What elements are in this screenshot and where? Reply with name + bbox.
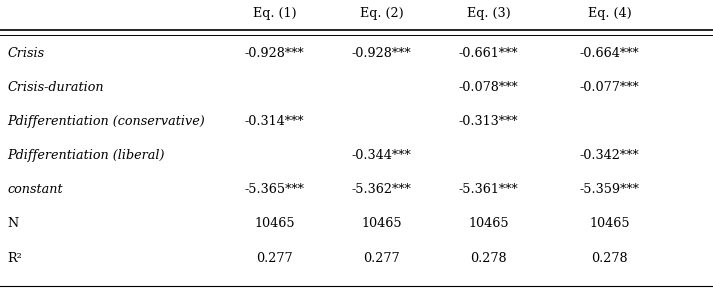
Text: 0.277: 0.277 [256,252,293,264]
Text: Crisis: Crisis [7,47,44,60]
Text: Eq. (3): Eq. (3) [466,7,511,19]
Text: 0.278: 0.278 [470,252,507,264]
Text: Eq. (4): Eq. (4) [588,7,632,19]
Text: -0.314***: -0.314*** [245,115,304,128]
Text: 10465: 10465 [590,218,630,230]
Text: -0.077***: -0.077*** [580,81,640,94]
Text: N: N [7,218,19,230]
Text: -0.664***: -0.664*** [580,47,640,60]
Text: -5.359***: -5.359*** [580,184,640,196]
Text: 10465: 10465 [468,218,508,230]
Text: Pdifferentiation (conservative): Pdifferentiation (conservative) [7,115,205,128]
Text: -5.361***: -5.361*** [458,184,518,196]
Text: -0.928***: -0.928*** [245,47,304,60]
Text: 0.278: 0.278 [591,252,628,264]
Text: Crisis-duration: Crisis-duration [7,81,104,94]
Text: -5.365***: -5.365*** [245,184,304,196]
Text: -0.344***: -0.344*** [352,149,411,162]
Text: -0.928***: -0.928*** [352,47,411,60]
Text: R²: R² [7,252,22,264]
Text: 10465: 10465 [361,218,401,230]
Text: Eq. (1): Eq. (1) [252,7,297,19]
Text: Eq. (2): Eq. (2) [359,7,404,19]
Text: Pdifferentiation (liberal): Pdifferentiation (liberal) [7,149,165,162]
Text: 0.277: 0.277 [363,252,400,264]
Text: -5.362***: -5.362*** [352,184,411,196]
Text: -0.313***: -0.313*** [458,115,518,128]
Text: -0.661***: -0.661*** [458,47,518,60]
Text: constant: constant [7,184,63,196]
Text: -0.342***: -0.342*** [580,149,640,162]
Text: 10465: 10465 [255,218,294,230]
Text: -0.078***: -0.078*** [458,81,518,94]
